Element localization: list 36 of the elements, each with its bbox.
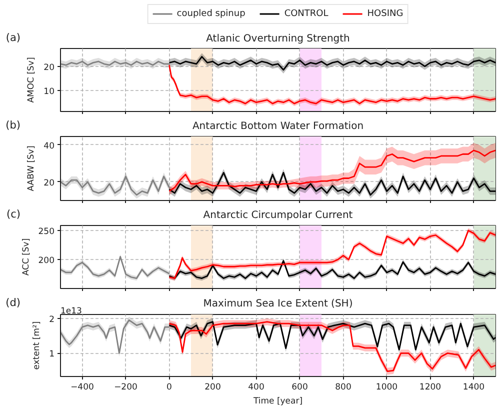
annotation: 1e13: [60, 306, 82, 316]
x-tick-label: 600: [292, 382, 308, 392]
chart-title: Antarctic Circumpolar Current: [203, 210, 353, 221]
chart-title: Antarctic Bottom Water Formation: [192, 121, 364, 132]
line-series: [168, 150, 496, 192]
y-tick-label: 1: [49, 350, 55, 360]
chart-title: Atlanic Overturning Strength: [206, 34, 350, 44]
x-tick-label: −400: [70, 382, 94, 392]
x-tick-label: 1400: [462, 382, 485, 392]
text: (a): [6, 32, 21, 44]
x-tick-label: 1000: [376, 382, 398, 392]
y-axis-title: extent [m²]: [32, 321, 42, 370]
legend-label: CONTROL: [284, 8, 328, 18]
y-tick-label: 2: [49, 314, 55, 325]
text: (c): [6, 208, 21, 220]
x-tick-label: 0: [166, 382, 172, 392]
x-tick-label: −200: [114, 382, 138, 392]
text: (b): [6, 120, 20, 132]
text: (d): [6, 297, 20, 309]
y-tick-label: 40: [44, 141, 55, 152]
x-axis-title: Time [year]: [252, 396, 303, 406]
y-axis-title: AMOC [Sv]: [26, 57, 37, 103]
x-tick-label: 200: [204, 382, 221, 392]
y-axis-title: ACC [Sv]: [21, 238, 32, 276]
y-tick-label: 200: [38, 256, 55, 266]
y-axis-title: AABW [Sv]: [26, 146, 37, 192]
legend-label: coupled spinup: [176, 8, 246, 18]
y-tick-label: 250: [38, 226, 55, 237]
chart-title: Maximum Sea Ice Extent (SH): [203, 298, 353, 310]
x-tick-label: 800: [335, 382, 352, 392]
x-tick-label: 1200: [419, 382, 442, 392]
y-tick-label: 10: [44, 86, 55, 97]
x-tick-label: 400: [248, 382, 264, 392]
y-tick-label: 20: [44, 178, 55, 188]
y-tick-label: 20: [44, 62, 55, 73]
legend-label: HOSING: [367, 8, 404, 18]
